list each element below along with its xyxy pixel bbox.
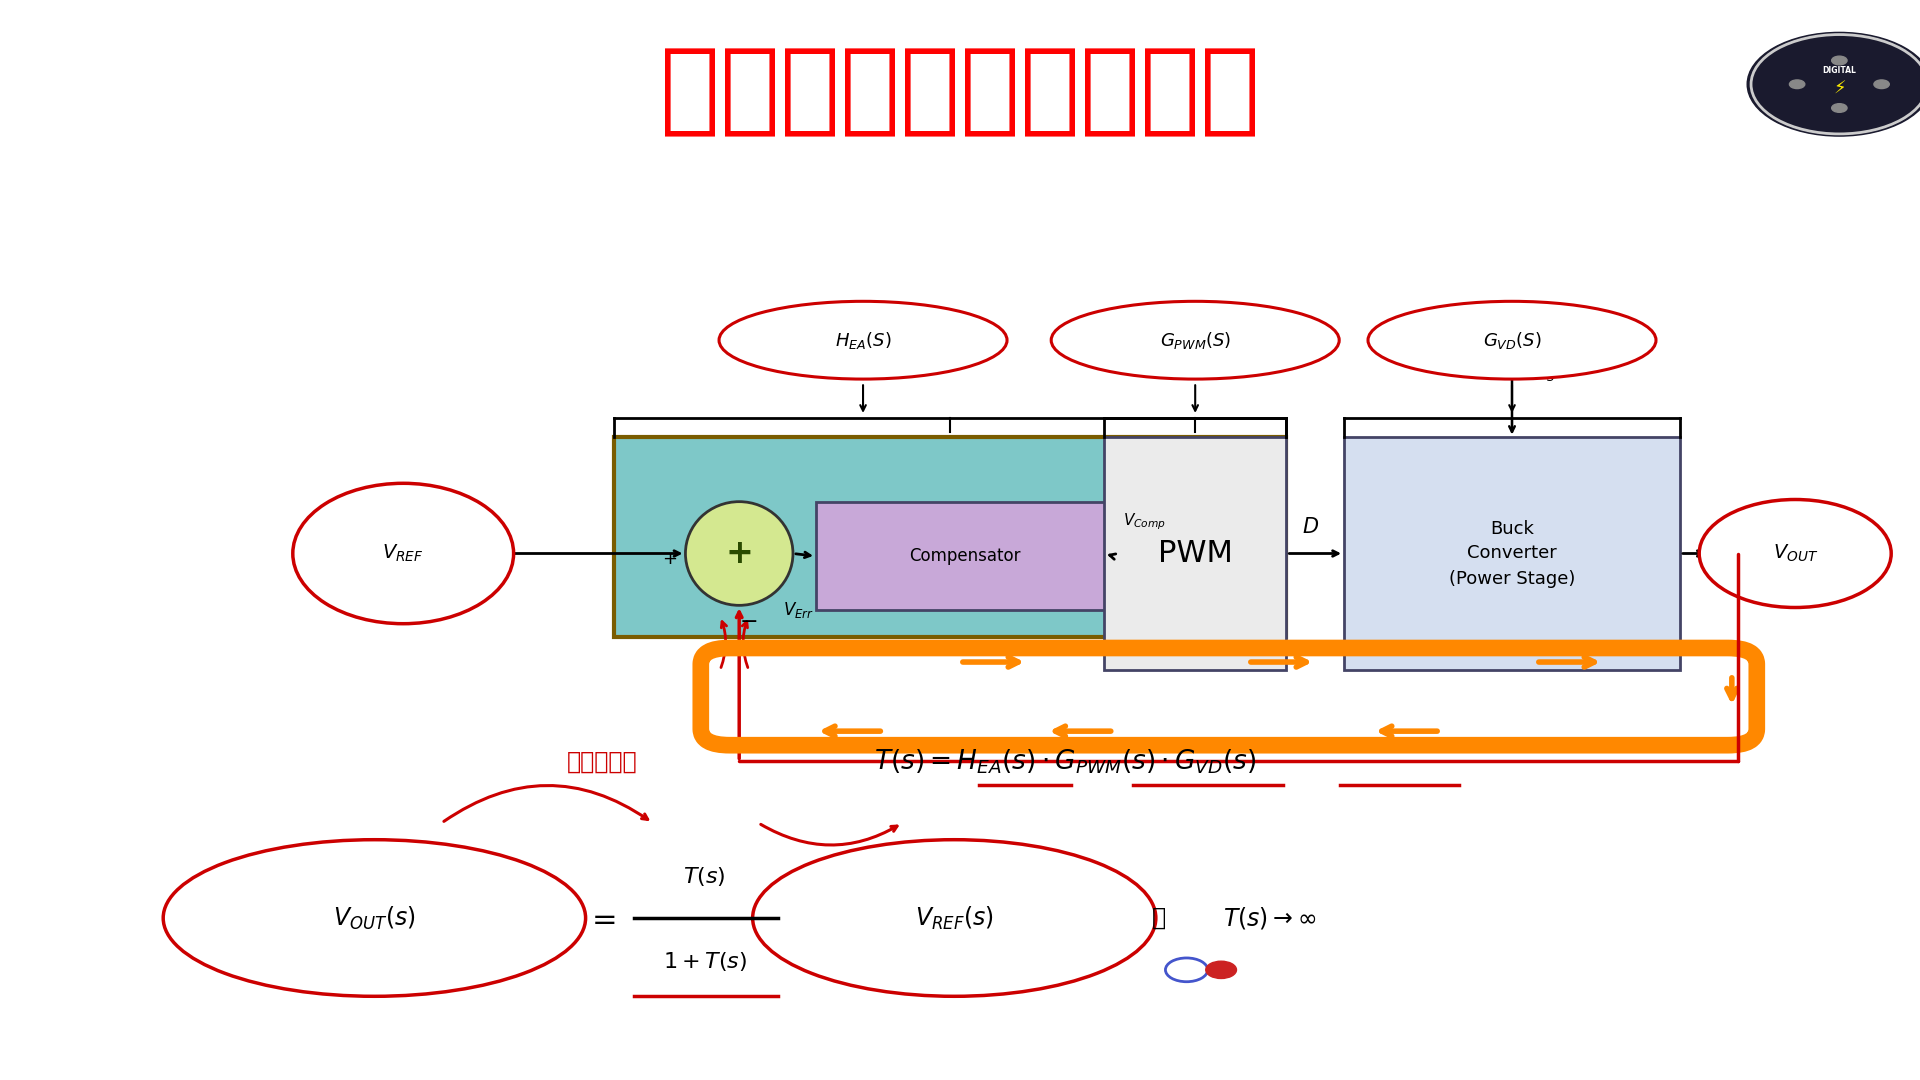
Text: $V_{OUT}(s)$: $V_{OUT}(s)$ (332, 904, 417, 932)
Circle shape (1789, 80, 1805, 89)
Text: $G_{VD}(S)$: $G_{VD}(S)$ (1482, 329, 1542, 351)
Text: $T(s)$: $T(s)$ (684, 865, 726, 889)
Text: 相位餘裕？增益餘裕？: 相位餘裕？增益餘裕？ (660, 43, 1260, 140)
Text: DIGITAL: DIGITAL (1822, 66, 1857, 75)
Circle shape (1770, 45, 1908, 123)
Text: 當: 當 (1152, 906, 1165, 930)
Text: $T(s) = H_{EA}(s) \cdot G_{PWM}(s) \cdot G_{VD}(s)$: $T(s) = H_{EA}(s) \cdot G_{PWM}(s) \cdot… (874, 747, 1256, 775)
Text: $V_{OUT}$: $V_{OUT}$ (1772, 543, 1818, 564)
Text: Buck
Converter
(Power Stage): Buck Converter (Power Stage) (1450, 519, 1574, 588)
FancyBboxPatch shape (614, 437, 1286, 637)
Text: $=$: $=$ (586, 904, 616, 932)
Circle shape (1747, 32, 1920, 136)
Ellipse shape (292, 483, 515, 624)
Text: $V_{Err}$: $V_{Err}$ (783, 600, 814, 620)
Text: ⚡: ⚡ (1834, 80, 1845, 97)
Ellipse shape (753, 840, 1156, 996)
Text: PWM: PWM (1158, 539, 1233, 568)
Circle shape (1874, 80, 1889, 89)
FancyBboxPatch shape (816, 502, 1114, 610)
Text: $V_S$: $V_S$ (1536, 363, 1555, 382)
Text: $T(s) \rightarrow \infty$: $T(s) \rightarrow \infty$ (1223, 905, 1317, 931)
FancyBboxPatch shape (1104, 437, 1286, 670)
Circle shape (1206, 961, 1236, 978)
Text: −: − (739, 611, 758, 632)
Text: Compensator: Compensator (908, 548, 1021, 565)
Text: +: + (662, 550, 678, 568)
Text: $V_{REF}$: $V_{REF}$ (382, 543, 424, 564)
Ellipse shape (163, 840, 586, 996)
Text: $V_{REF}(s)$: $V_{REF}(s)$ (914, 904, 995, 932)
Ellipse shape (718, 301, 1006, 379)
Text: +: + (726, 537, 753, 570)
Circle shape (1832, 56, 1847, 65)
Text: $1+T(s)$: $1+T(s)$ (662, 949, 747, 973)
FancyBboxPatch shape (1344, 437, 1680, 670)
Text: $D$: $D$ (1302, 517, 1319, 538)
Circle shape (1832, 104, 1847, 112)
Text: $H_{EA}(S)$: $H_{EA}(S)$ (835, 329, 891, 351)
Text: $G_{PWM}(S)$: $G_{PWM}(S)$ (1160, 329, 1231, 351)
Ellipse shape (1050, 301, 1338, 379)
Ellipse shape (1367, 301, 1655, 379)
Text: $V_{Comp}$: $V_{Comp}$ (1123, 512, 1165, 532)
Ellipse shape (1699, 499, 1891, 607)
Text: 開迴路增益: 開迴路增益 (566, 750, 637, 773)
Ellipse shape (685, 501, 793, 605)
